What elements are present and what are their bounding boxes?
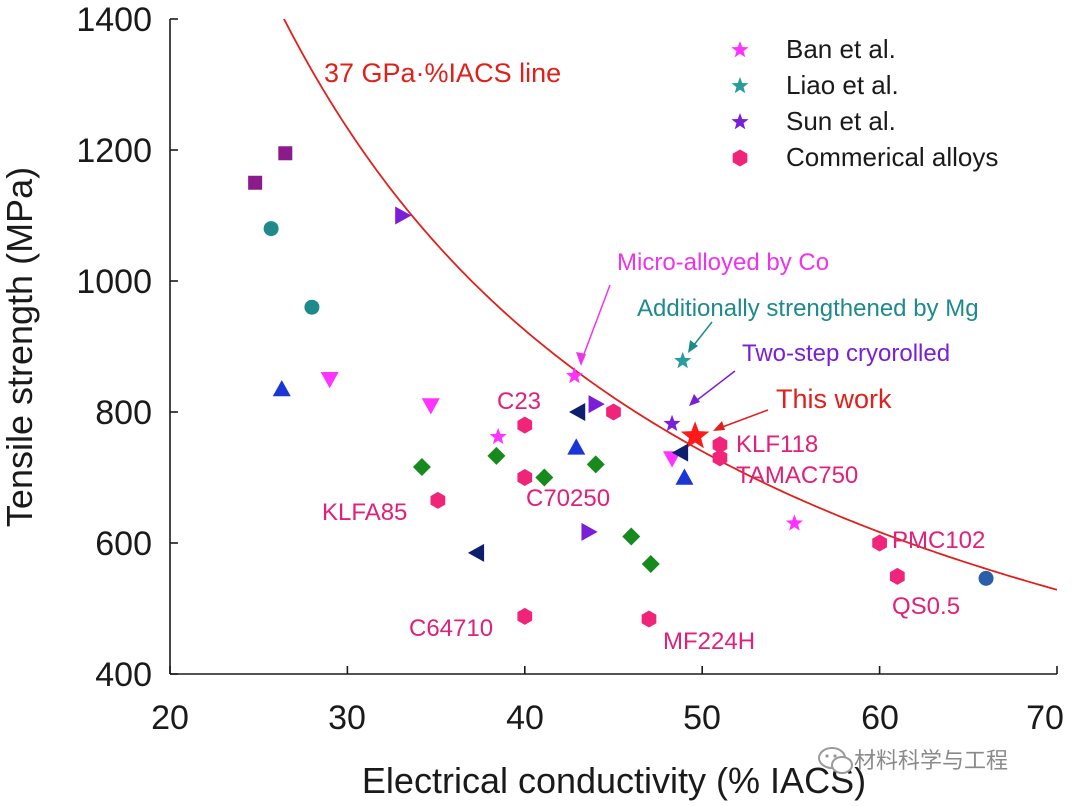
data-point-up-triangle xyxy=(567,438,586,455)
data-point-commerical-alloys xyxy=(517,469,533,486)
data-point-right-triangle xyxy=(395,206,412,225)
y-tick-label: 400 xyxy=(95,656,152,694)
data-point-down-triangle xyxy=(663,451,682,468)
data-point-this-work xyxy=(680,421,710,449)
data-point-liao-et-al- xyxy=(674,351,692,369)
alloy-label-klfa85: KLFA85 xyxy=(322,499,407,526)
alloy-label-c70250: C70250 xyxy=(526,485,610,512)
wechat-icon xyxy=(818,747,853,774)
x-tick-label: 60 xyxy=(861,699,899,737)
x-tick-label: 40 xyxy=(506,699,544,737)
legend-label-commercial: Commerical alloys xyxy=(786,142,998,172)
curve-37gpa-line xyxy=(283,19,1057,591)
data-point-diamond xyxy=(412,458,431,477)
y-tick-label: 600 xyxy=(95,525,152,563)
legend-symbol xyxy=(731,77,749,94)
data-point-right-triangle xyxy=(588,395,605,414)
annotation-arrows xyxy=(576,284,769,431)
data-point-down-triangle xyxy=(421,398,440,415)
data-point-left-triangle xyxy=(467,543,485,562)
data-point-ban-et-al- xyxy=(489,427,507,445)
annotation-micro-alloyed: Micro-alloyed by Co xyxy=(617,249,829,276)
arrowhead-micro-alloyed xyxy=(576,352,586,366)
arrow-cryorolled xyxy=(691,370,736,405)
data-point-diamond xyxy=(641,554,660,573)
x-tick-label: 20 xyxy=(151,699,189,737)
x-axis-title: Electrical conductivity (% IACS) xyxy=(362,760,866,801)
arrowhead-this-work xyxy=(713,421,725,431)
data-point-up-triangle xyxy=(272,380,291,397)
alloy-label-c64710: C64710 xyxy=(409,615,493,642)
arrowhead-cryorolled xyxy=(689,394,700,406)
annotation-cryorolled: Two-step cryorolled xyxy=(742,340,950,367)
data-markers xyxy=(248,146,994,628)
data-point-circle xyxy=(304,299,320,315)
legend-marker-liao xyxy=(731,77,749,94)
data-point-up-triangle xyxy=(675,468,694,485)
data-point-commerical-alloys xyxy=(889,567,905,585)
data-point-ball xyxy=(978,570,994,586)
data-point-diamond xyxy=(622,527,641,546)
data-point-diamond xyxy=(535,468,554,487)
data-point-left-triangle xyxy=(671,443,689,462)
annotation-this-work: This work xyxy=(776,384,892,414)
data-point-commerical-alloys xyxy=(517,607,533,625)
data-point-square xyxy=(248,175,263,190)
data-point-commerical-alloys xyxy=(641,610,657,628)
data-point-commerical-alloys xyxy=(712,436,728,454)
alloy-label-mf224h: MF224H xyxy=(663,628,755,655)
data-point-diamond xyxy=(487,446,506,465)
legend-symbol xyxy=(732,149,748,167)
x-tick-label: 50 xyxy=(683,699,721,737)
arrowhead-mg xyxy=(688,340,698,353)
legend-label-liao: Liao et al. xyxy=(786,70,899,100)
data-point-square xyxy=(278,146,293,161)
data-point-commerical-alloys xyxy=(430,491,446,509)
watermark-text: 材料科学与工程 xyxy=(854,748,1008,773)
alloy-label-klf118: KLF118 xyxy=(736,431,818,458)
data-point-sun-et-al- xyxy=(663,414,681,432)
y-tick-label: 1200 xyxy=(76,132,152,170)
legend-symbol xyxy=(731,113,749,130)
arrow-this-work xyxy=(716,409,769,430)
watermark: 材料科学与工程 xyxy=(818,747,1008,774)
data-point-diamond xyxy=(586,455,605,474)
data-point-ban-et-al- xyxy=(565,366,584,384)
legend-marker-commercial xyxy=(732,149,748,167)
data-point-commerical-alloys xyxy=(712,449,728,467)
data-point-commerical-alloys xyxy=(606,403,621,421)
data-point-circle xyxy=(263,221,279,237)
alloy-label-qs05: QS0.5 xyxy=(892,593,960,620)
axis-ticks xyxy=(169,18,1058,675)
alloy-label-pmc102: PMC102 xyxy=(892,527,985,554)
data-point-commerical-alloys xyxy=(517,416,533,434)
legend-label-ban: Ban et al. xyxy=(786,34,896,64)
y-tick-label: 800 xyxy=(95,394,152,432)
legend-marker-ban xyxy=(731,41,749,58)
legend-label-sun: Sun et al. xyxy=(786,106,896,136)
data-point-commerical-alloys xyxy=(872,534,887,552)
curve-label: 37 GPa·%IACS line xyxy=(324,58,561,88)
y-tick-label: 1000 xyxy=(76,263,152,301)
alloy-label-tamac750: TAMAC750 xyxy=(736,462,858,489)
data-point-left-triangle xyxy=(569,403,586,421)
x-tick-label: 30 xyxy=(328,699,366,737)
y-tick-label: 1400 xyxy=(76,1,152,39)
legend-marker-sun xyxy=(731,113,749,130)
data-point-ban-et-al- xyxy=(785,514,804,531)
legend-symbol xyxy=(731,41,749,58)
x-tick-label: 70 xyxy=(1026,699,1064,737)
legend: Ban et al. Liao et al. Sun et al. Commer… xyxy=(731,34,998,172)
data-point-down-triangle xyxy=(320,372,339,389)
data-point-right-triangle xyxy=(581,522,598,541)
annotation-mg-strengthened: Additionally strengthened by Mg xyxy=(637,295,979,322)
y-axis-title: Tensile strength (MPa) xyxy=(0,167,40,527)
alloy-label-c23: C23 xyxy=(497,388,541,415)
arrow-micro-alloyed xyxy=(580,284,611,363)
